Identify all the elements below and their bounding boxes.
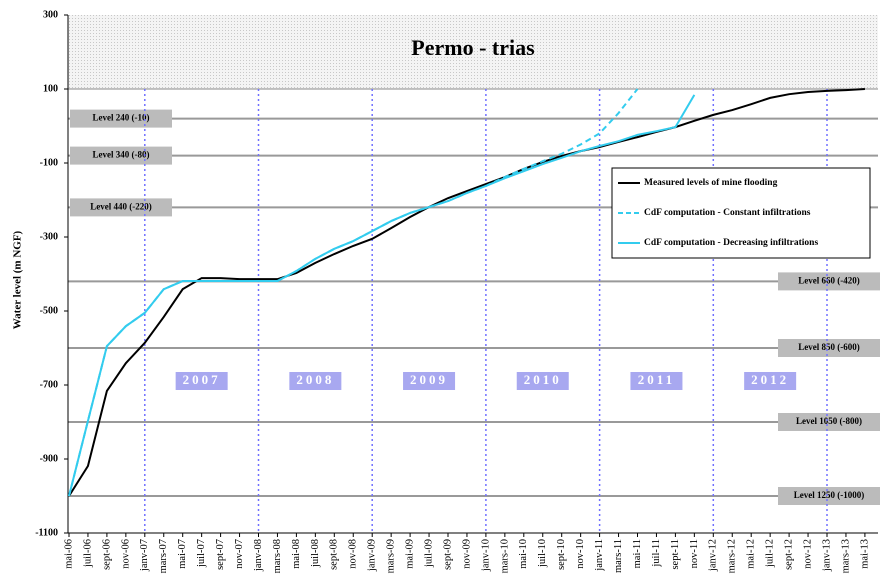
x-tick-label: sept-09 [442,539,453,570]
x-tick-label: mars-09 [386,539,397,573]
level-label: Level 240 (-10) [93,113,150,123]
year-label: 2008 [296,372,334,387]
level-label: Level 1250 (-1000) [794,490,864,500]
x-tick-label: mai-06 [63,539,74,569]
year-label: 2009 [410,372,448,387]
year-label: 2010 [524,372,562,387]
series-line [68,94,696,497]
y-tick-label: -1100 [35,527,58,538]
level-box [70,109,172,128]
x-tick-label: janv-13 [821,539,832,572]
x-tick-label: mai-10 [518,539,529,569]
x-tick-label: janv-09 [367,539,378,572]
x-tick-label: nov-12 [802,539,813,569]
year-label: 2011 [638,372,675,387]
x-tick-label: mars-08 [272,539,283,573]
x-tick-label: mars-11 [613,539,624,573]
level-label: Level 440 (-220) [90,201,151,211]
level-box [70,146,172,165]
year-box [175,372,228,390]
x-tick-label: mai-09 [405,539,416,569]
level-box [778,413,880,431]
legend-label: CdF computation - Decreasing infiltratio… [644,238,818,248]
x-tick-label: sept-10 [556,539,567,570]
year-label: 2012 [751,372,789,387]
x-tick-label: juil-07 [196,539,207,568]
x-tick-label: mai-13 [859,539,870,569]
x-tick-label: janv-12 [708,539,719,572]
x-tick-label: juil-08 [310,539,321,568]
year-label: 2007 [183,372,221,387]
x-tick-label: janv-08 [253,539,264,572]
x-tick-label: mars-07 [158,539,169,573]
level-box [70,198,172,217]
x-tick-label: sept-11 [670,539,681,570]
level-label: Level 660 (-420) [798,275,859,285]
level-box [778,487,880,505]
legend-box [611,167,871,259]
x-tick-label: nov-11 [689,539,700,568]
level-label: Level 1050 (-800) [796,416,862,426]
x-tick-label: sept-06 [101,539,112,570]
y-tick-label: -500 [40,305,58,316]
x-tick-label: mai-11 [632,539,643,568]
x-tick-label: mai-08 [291,539,302,569]
x-tick-label: nov-07 [234,539,245,569]
x-tick-label: mai-12 [746,539,757,569]
band-label: Permo - trias [411,35,535,60]
x-tick-label: juil-11 [651,539,662,568]
x-tick-label: sept-12 [784,539,795,570]
legend-label: CdF computation - Constant infiltrations [644,208,811,218]
y-tick-label: -700 [40,379,58,390]
year-box [516,372,569,390]
y-tick-label: -900 [40,453,58,464]
x-tick-label: juil-06 [82,539,93,568]
legend-label: Measured levels of mine flooding [644,178,778,188]
band [68,15,878,89]
year-box [289,372,342,390]
y-tick-label: 300 [43,9,58,20]
year-box [630,372,683,390]
x-tick-label: sept-07 [215,539,226,570]
x-tick-label: mars-13 [840,539,851,573]
level-label: Level 340 (-80) [93,150,150,160]
x-tick-label: janv-10 [480,539,491,572]
level-label: Level 850 (-600) [798,342,859,352]
x-tick-label: mars-12 [727,539,738,573]
x-tick-label: nov-06 [120,539,131,569]
y-tick-label: -300 [40,231,58,242]
year-box [403,372,456,390]
level-box [778,339,880,357]
x-tick-label: mars-10 [499,539,510,573]
x-tick-label: juil-12 [765,539,776,568]
x-tick-label: nov-08 [348,539,359,569]
x-tick-label: mai-07 [177,539,188,569]
level-box [778,272,880,291]
x-tick-label: sept-08 [329,539,340,570]
x-tick-label: janv-07 [139,539,150,572]
year-box [744,372,797,390]
x-tick-label: nov-09 [461,539,472,569]
x-tick-label: janv-11 [594,539,605,572]
series-line [68,88,865,497]
y-tick-label: -100 [40,157,58,168]
x-tick-label: juil-10 [537,539,548,568]
y-axis-label: Water level (m NGF) [12,230,24,329]
x-tick-label: nov-10 [575,539,586,569]
x-tick-label: juil-09 [423,539,434,568]
y-tick-label: 100 [43,83,58,94]
